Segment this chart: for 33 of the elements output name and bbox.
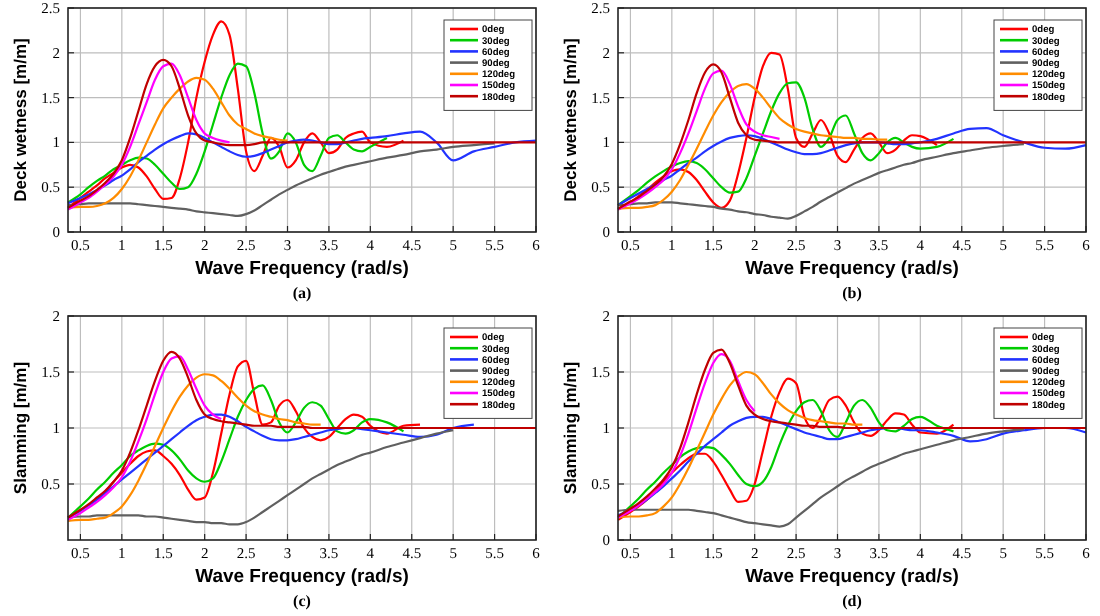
line-series [616,81,955,207]
line-series [66,355,223,521]
line-series [616,415,1088,517]
text: (b) [842,284,863,302]
line-series [66,58,538,209]
line-series [616,63,1088,210]
text: (c) [293,592,312,610]
line-series [616,352,756,519]
y-axis-title: Slamming [m/m] [560,361,580,495]
line-series [616,370,864,519]
x-axis-title: Wave Frequency (rad/s) [745,566,959,588]
line-series [616,428,1025,528]
line-series [616,69,781,211]
line-series [66,130,538,205]
line-series [616,377,955,521]
line-series [66,20,405,209]
line-series [66,62,388,204]
line-series [616,143,1025,220]
y-axis-title: Deck wetness [m/m] [10,37,30,202]
line-series [66,62,231,211]
line-series [66,373,322,523]
line-series [66,350,538,519]
x-axis-title: Wave Frequency (rad/s) [745,258,959,280]
line-series [616,348,1088,518]
text: (a) [292,284,312,302]
y-axis-title: Deck wetness [m/m] [560,37,580,202]
text: (d) [842,592,863,610]
line-series [66,142,496,217]
x-axis-title: Wave Frequency (rad/s) [195,566,409,588]
y-axis-title: Slamming [m/m] [10,361,30,495]
line-series [66,384,405,519]
line-series [616,126,1088,207]
x-axis-title: Wave Frequency (rad/s) [195,258,409,280]
